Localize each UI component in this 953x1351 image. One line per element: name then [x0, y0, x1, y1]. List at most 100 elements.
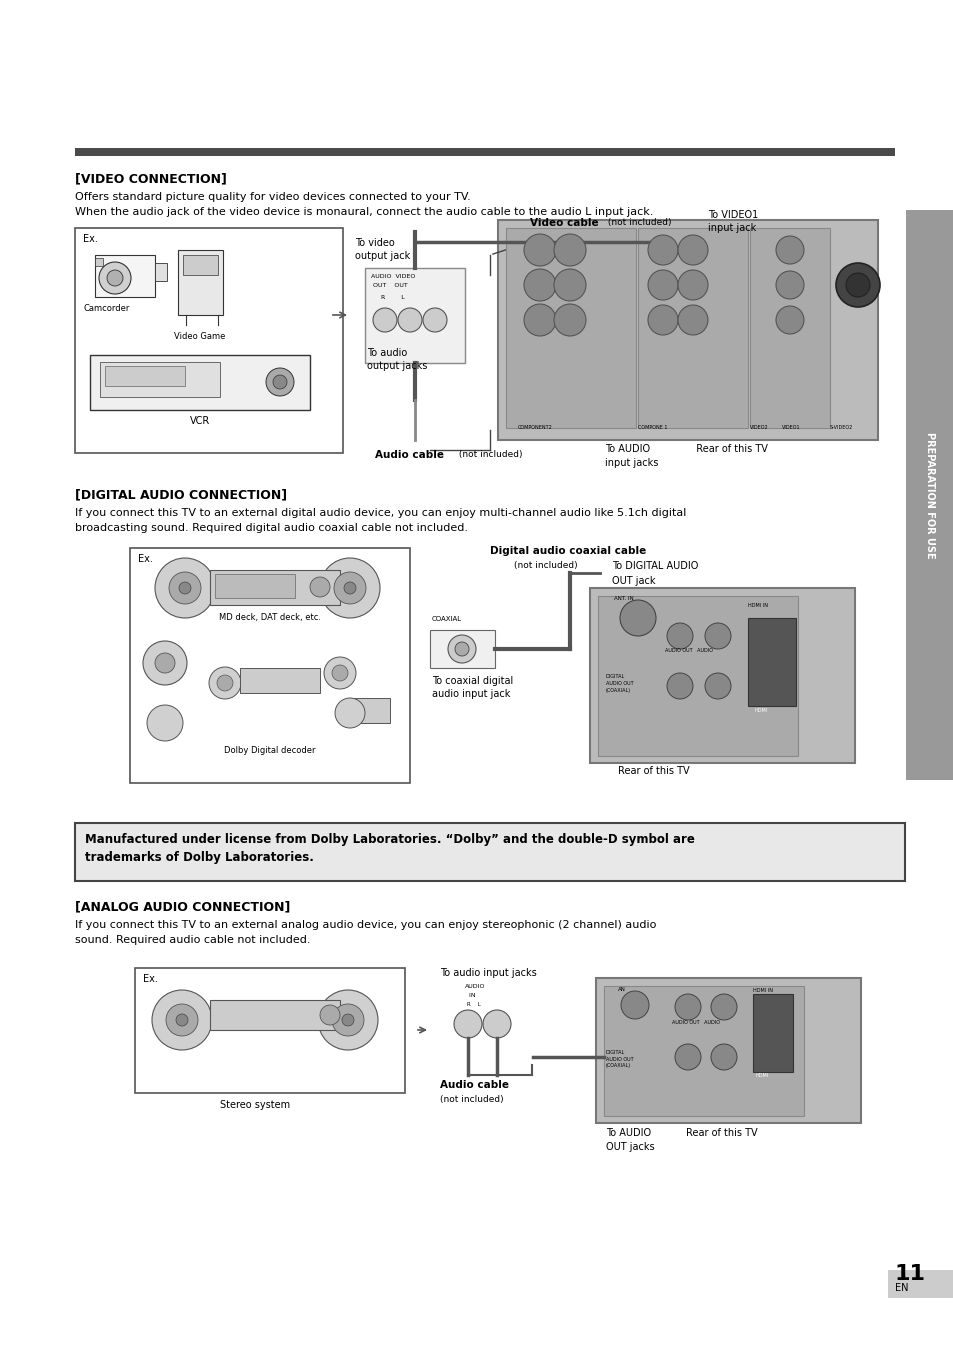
Circle shape	[775, 236, 803, 263]
Text: AUDIO: AUDIO	[464, 984, 485, 989]
Text: COMPONE 1: COMPONE 1	[638, 426, 667, 430]
Bar	[95, 258, 103, 266]
Circle shape	[647, 235, 678, 265]
Circle shape	[179, 582, 191, 594]
Text: Rear of this TV: Rear of this TV	[689, 444, 767, 454]
Text: To VIDEO1: To VIDEO1	[707, 209, 758, 220]
Text: R        L: R L	[380, 295, 404, 300]
Text: ANT. IN: ANT. IN	[614, 596, 633, 601]
Text: To coaxial digital: To coaxial digital	[432, 676, 513, 686]
Circle shape	[678, 235, 707, 265]
Circle shape	[619, 600, 656, 636]
Text: (not included): (not included)	[514, 561, 577, 570]
Bar	[105, 366, 185, 386]
Text: When the audio jack of the video device is monaural, connect the audio cable to : When the audio jack of the video device …	[75, 207, 653, 218]
Text: OUT jack: OUT jack	[612, 576, 655, 586]
Circle shape	[152, 990, 212, 1050]
Circle shape	[554, 304, 585, 336]
Text: AUDIO  VIDEO: AUDIO VIDEO	[371, 274, 415, 280]
Circle shape	[422, 308, 447, 332]
Bar	[214, 574, 294, 598]
Text: VIDEO2: VIDEO2	[749, 426, 768, 430]
Circle shape	[523, 234, 556, 266]
Circle shape	[448, 635, 476, 663]
Text: (not included): (not included)	[456, 450, 522, 459]
Bar	[75, 823, 904, 881]
Bar	[183, 255, 218, 276]
Circle shape	[99, 262, 131, 295]
Circle shape	[666, 673, 692, 698]
Circle shape	[647, 305, 678, 335]
Circle shape	[710, 994, 737, 1020]
Circle shape	[620, 992, 648, 1019]
Circle shape	[675, 994, 700, 1020]
Text: PREPARATION FOR USE: PREPARATION FOR USE	[924, 432, 934, 558]
Text: sound. Required audio cable not included.: sound. Required audio cable not included…	[75, 935, 310, 944]
Bar	[130, 549, 410, 784]
Bar	[95, 255, 154, 297]
Text: VIDEO1: VIDEO1	[781, 426, 800, 430]
Text: Video cable: Video cable	[530, 218, 598, 228]
Text: AUDIO OUT   AUDIO: AUDIO OUT AUDIO	[664, 648, 712, 653]
Circle shape	[523, 269, 556, 301]
Text: S-VIDEO2: S-VIDEO2	[829, 426, 852, 430]
Circle shape	[675, 1044, 700, 1070]
Bar	[154, 263, 167, 281]
Circle shape	[454, 1011, 481, 1038]
Circle shape	[169, 571, 201, 604]
Bar	[749, 228, 829, 428]
Text: AUDIO OUT: AUDIO OUT	[605, 1056, 633, 1062]
Circle shape	[647, 270, 678, 300]
Circle shape	[344, 582, 355, 594]
Circle shape	[397, 308, 421, 332]
Circle shape	[147, 705, 183, 740]
Text: (COAXIAL): (COAXIAL)	[605, 688, 631, 693]
Text: input jack: input jack	[707, 223, 756, 232]
Bar	[905, 209, 953, 780]
Text: HDMI IN: HDMI IN	[752, 988, 772, 993]
Text: [ANALOG AUDIO CONNECTION]: [ANALOG AUDIO CONNECTION]	[75, 900, 290, 913]
Text: Audio cable: Audio cable	[375, 450, 443, 459]
Circle shape	[775, 272, 803, 299]
Text: To audio: To audio	[367, 349, 407, 358]
Text: IN: IN	[464, 993, 476, 998]
Text: To AUDIO: To AUDIO	[605, 1128, 651, 1138]
Circle shape	[373, 308, 396, 332]
Circle shape	[666, 623, 692, 648]
Text: EN: EN	[894, 1283, 907, 1293]
Text: Offers standard picture quality for video devices connected to your TV.: Offers standard picture quality for vide…	[75, 192, 470, 203]
Text: [VIDEO CONNECTION]: [VIDEO CONNECTION]	[75, 172, 227, 185]
Bar	[90, 355, 310, 409]
Bar	[497, 220, 877, 440]
Circle shape	[324, 657, 355, 689]
Bar	[747, 617, 795, 707]
Circle shape	[678, 305, 707, 335]
Text: Camcorder: Camcorder	[84, 304, 130, 313]
Bar	[596, 978, 861, 1123]
Circle shape	[704, 623, 730, 648]
Text: HDMI IN: HDMI IN	[747, 603, 767, 608]
Text: (COAXIAL): (COAXIAL)	[605, 1063, 631, 1069]
Circle shape	[143, 640, 187, 685]
Bar	[752, 994, 792, 1071]
Text: HDMI: HDMI	[755, 1073, 768, 1078]
Circle shape	[775, 305, 803, 334]
Text: Rear of this TV: Rear of this TV	[618, 766, 689, 775]
Text: Ex.: Ex.	[143, 974, 157, 984]
Circle shape	[554, 269, 585, 301]
Circle shape	[704, 673, 730, 698]
Bar	[638, 228, 747, 428]
Bar	[178, 250, 223, 315]
Text: To AUDIO: To AUDIO	[604, 444, 649, 454]
Text: input jacks: input jacks	[604, 458, 658, 467]
Text: COMPONENT2: COMPONENT2	[517, 426, 552, 430]
Circle shape	[175, 1015, 188, 1025]
Text: Digital audio coaxial cable: Digital audio coaxial cable	[490, 546, 645, 557]
Circle shape	[154, 558, 214, 617]
Text: DIGITAL: DIGITAL	[605, 1050, 624, 1055]
Text: To audio input jacks: To audio input jacks	[439, 969, 537, 978]
Text: broadcasting sound. Required digital audio coaxial cable not included.: broadcasting sound. Required digital aud…	[75, 523, 468, 534]
Text: AUDIO OUT: AUDIO OUT	[605, 681, 633, 686]
Bar	[430, 630, 495, 667]
Bar	[100, 362, 220, 397]
